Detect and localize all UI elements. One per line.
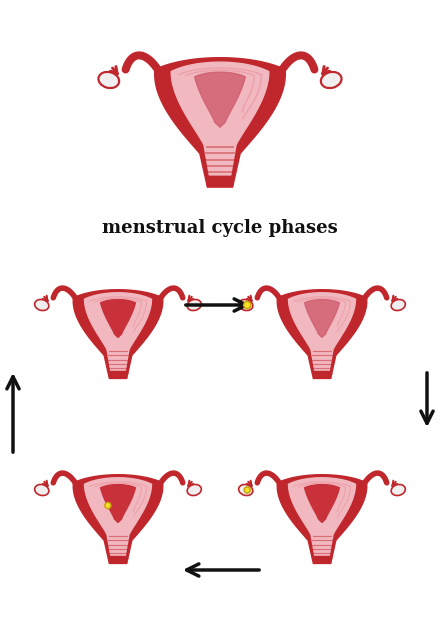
Ellipse shape bbox=[321, 72, 341, 88]
Polygon shape bbox=[84, 293, 151, 370]
Circle shape bbox=[244, 301, 251, 309]
Ellipse shape bbox=[187, 485, 202, 496]
Polygon shape bbox=[304, 485, 339, 523]
Polygon shape bbox=[101, 485, 136, 523]
Polygon shape bbox=[289, 293, 356, 370]
Polygon shape bbox=[304, 300, 339, 337]
Polygon shape bbox=[155, 58, 285, 187]
Circle shape bbox=[105, 503, 111, 508]
Polygon shape bbox=[73, 290, 163, 379]
Polygon shape bbox=[289, 478, 356, 555]
Ellipse shape bbox=[238, 485, 253, 496]
Polygon shape bbox=[73, 475, 163, 563]
Polygon shape bbox=[84, 478, 151, 555]
Polygon shape bbox=[194, 72, 246, 127]
Ellipse shape bbox=[99, 72, 119, 88]
Polygon shape bbox=[277, 475, 367, 563]
Polygon shape bbox=[277, 290, 367, 379]
Ellipse shape bbox=[187, 299, 202, 310]
Ellipse shape bbox=[35, 485, 49, 496]
Ellipse shape bbox=[391, 299, 405, 310]
Polygon shape bbox=[101, 300, 136, 337]
Ellipse shape bbox=[238, 299, 253, 310]
Ellipse shape bbox=[35, 299, 49, 310]
Polygon shape bbox=[171, 62, 269, 175]
Ellipse shape bbox=[391, 485, 405, 496]
Text: menstrual cycle phases: menstrual cycle phases bbox=[102, 219, 338, 237]
Circle shape bbox=[244, 487, 250, 493]
